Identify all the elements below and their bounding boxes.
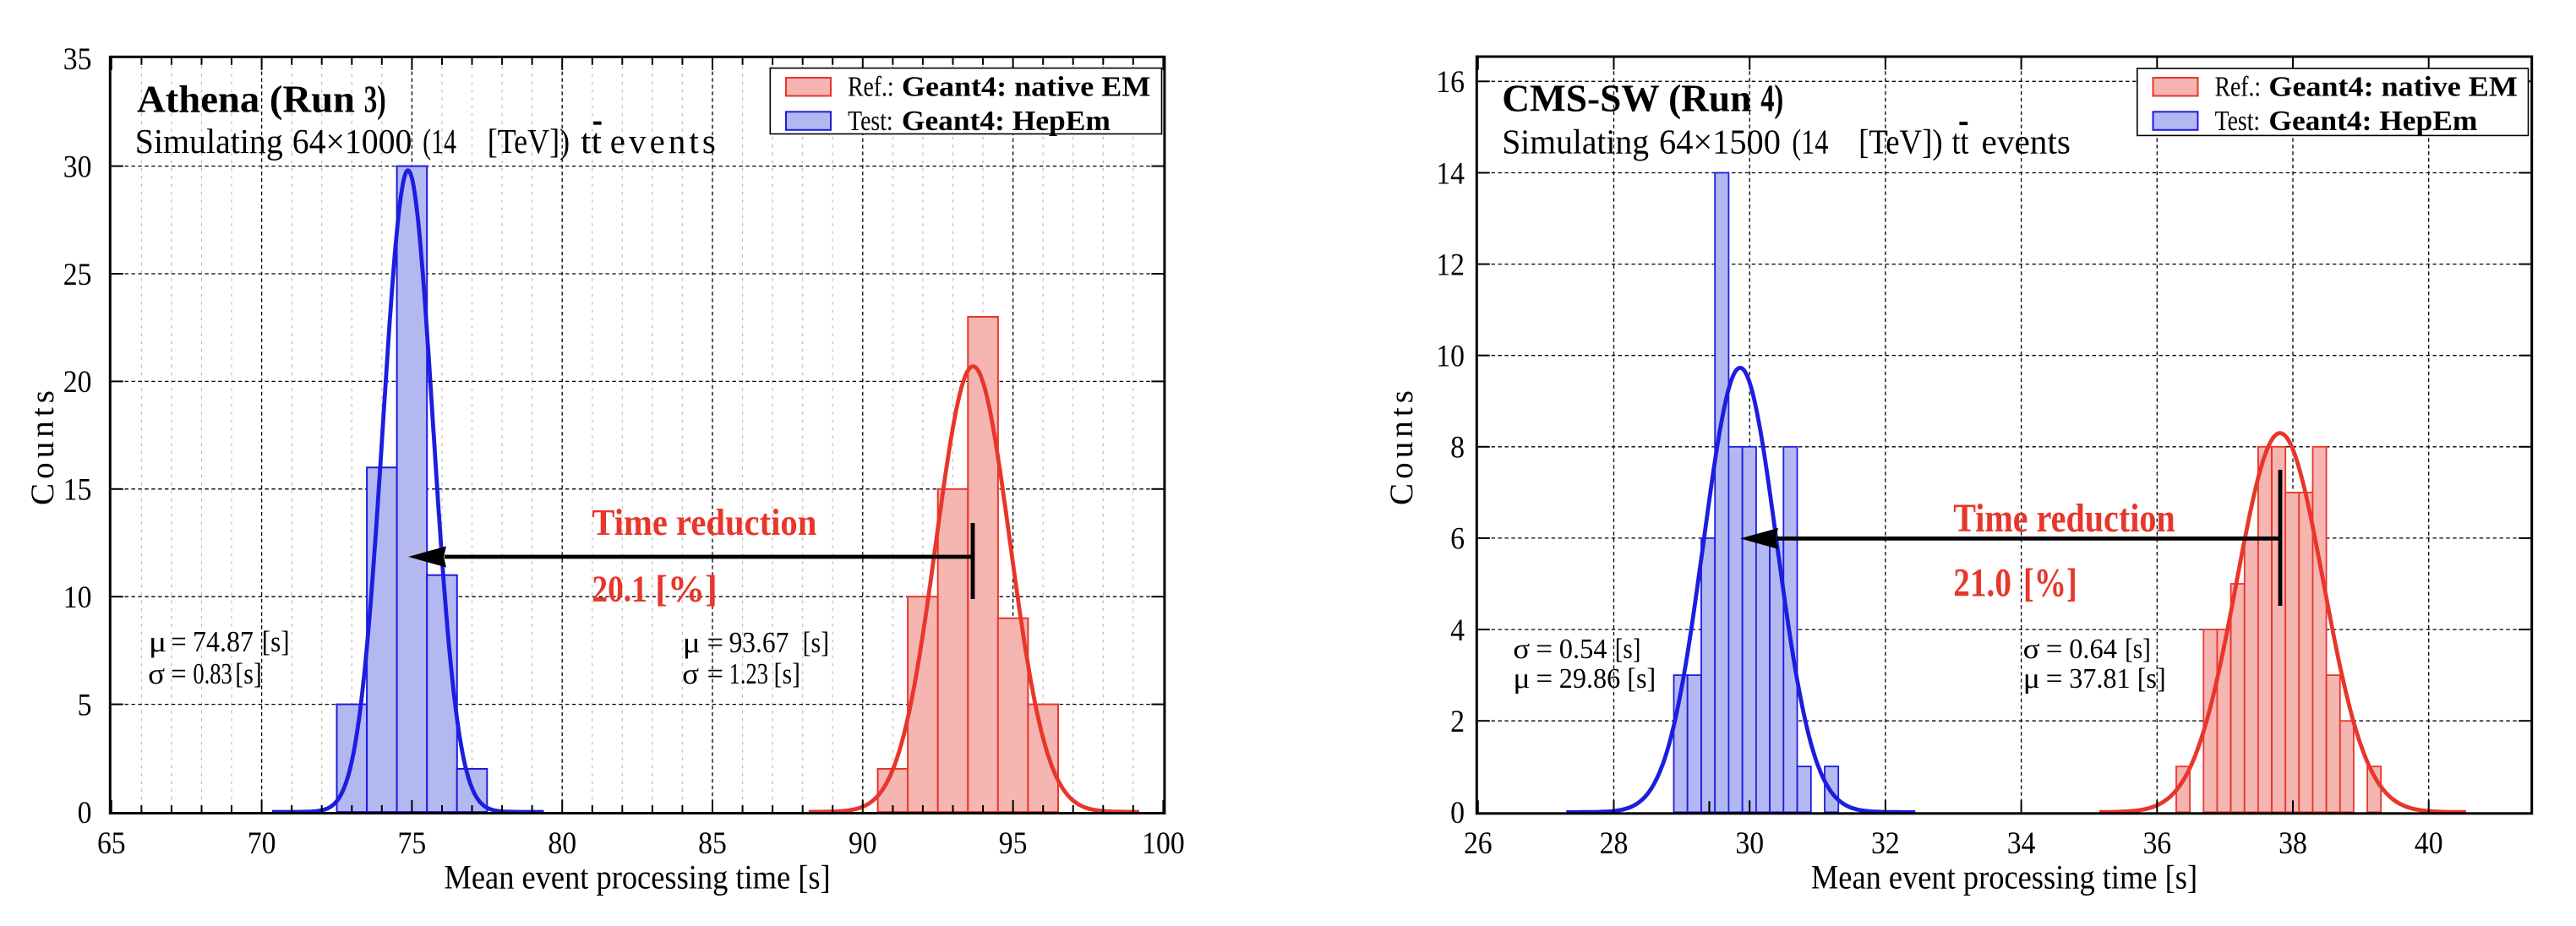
svg-text:Counts: Counts bbox=[25, 390, 61, 505]
svg-text:=: = bbox=[171, 625, 187, 658]
svg-text:μ: μ bbox=[149, 625, 166, 658]
svg-text:93.67: 93.67 bbox=[729, 626, 789, 659]
svg-text:Geant4: HepEm: Geant4: HepEm bbox=[902, 106, 1111, 137]
svg-text:65: 65 bbox=[97, 826, 126, 861]
svg-text:=: = bbox=[707, 626, 724, 659]
svg-text:[TeV]): [TeV]) bbox=[488, 122, 570, 161]
svg-text:Ref.:: Ref.: bbox=[2215, 72, 2262, 103]
svg-text:95: 95 bbox=[999, 826, 1028, 861]
svg-text:Counts: Counts bbox=[1384, 390, 1420, 505]
svg-text:70: 70 bbox=[248, 826, 276, 861]
svg-text:events: events bbox=[1982, 122, 2071, 161]
svg-text:[s]: [s] bbox=[1627, 663, 1656, 694]
svg-text:Time reduction: Time reduction bbox=[592, 502, 816, 543]
svg-text:64×1500: 64×1500 bbox=[1659, 122, 1781, 161]
svg-text:2: 2 bbox=[1450, 705, 1465, 739]
svg-text:16: 16 bbox=[1436, 65, 1465, 100]
svg-text:12: 12 bbox=[1436, 248, 1465, 282]
svg-text:=: = bbox=[171, 657, 187, 690]
svg-text:28: 28 bbox=[1600, 826, 1629, 861]
svg-text:6: 6 bbox=[1450, 522, 1465, 557]
svg-text:[s]: [s] bbox=[2137, 663, 2166, 694]
svg-text:34: 34 bbox=[2007, 826, 2036, 861]
svg-text:Geant4: native EM: Geant4: native EM bbox=[902, 72, 1151, 103]
svg-text:tt: tt bbox=[581, 122, 603, 161]
svg-text:Mean event processing time [s]: Mean event processing time [s] bbox=[444, 858, 830, 896]
svg-text:38: 38 bbox=[2279, 826, 2307, 861]
svg-text:10: 10 bbox=[63, 580, 92, 615]
svg-text:10: 10 bbox=[1436, 340, 1465, 374]
svg-text:1.23: 1.23 bbox=[729, 657, 768, 690]
svg-text:20.1: 20.1 bbox=[592, 569, 647, 610]
svg-text:Geant4: HepEm: Geant4: HepEm bbox=[2268, 106, 2477, 137]
svg-text:=: = bbox=[707, 657, 724, 690]
svg-text:[s]: [s] bbox=[2125, 634, 2151, 665]
svg-text:[%]: [%] bbox=[2023, 560, 2077, 605]
svg-text:Mean event processing time [s]: Mean event processing time [s] bbox=[1811, 858, 2197, 896]
svg-text:4): 4) bbox=[1760, 77, 1783, 119]
svg-text:Test:: Test: bbox=[848, 106, 893, 137]
svg-text:74.87: 74.87 bbox=[193, 625, 254, 658]
svg-text:σ: σ bbox=[682, 657, 699, 690]
svg-text:=: = bbox=[1536, 663, 1553, 694]
svg-text:100: 100 bbox=[1142, 826, 1185, 861]
svg-text:=: = bbox=[2046, 663, 2063, 694]
svg-text:[%]: [%] bbox=[655, 569, 718, 610]
svg-text:σ: σ bbox=[2023, 634, 2040, 665]
svg-text:(14: (14 bbox=[1792, 122, 1828, 161]
svg-text:25: 25 bbox=[63, 258, 92, 292]
svg-text:14: 14 bbox=[1436, 156, 1465, 191]
svg-text:μ: μ bbox=[2023, 663, 2041, 694]
svg-text:20: 20 bbox=[63, 365, 92, 400]
svg-text:μ: μ bbox=[1513, 663, 1531, 694]
svg-text:36: 36 bbox=[2142, 826, 2171, 861]
svg-text:0: 0 bbox=[78, 796, 92, 831]
svg-text:[s]: [s] bbox=[803, 626, 830, 659]
svg-text:30: 30 bbox=[63, 150, 92, 184]
svg-text:3): 3) bbox=[364, 79, 386, 121]
svg-text:15: 15 bbox=[63, 473, 92, 508]
svg-text:8: 8 bbox=[1450, 431, 1465, 466]
svg-text:0.83: 0.83 bbox=[193, 657, 232, 690]
svg-text:85: 85 bbox=[698, 826, 727, 861]
svg-text:30: 30 bbox=[1735, 826, 1764, 861]
svg-text:29.86: 29.86 bbox=[1559, 663, 1620, 694]
svg-text:σ: σ bbox=[1513, 634, 1530, 665]
svg-text:Test:: Test: bbox=[2215, 106, 2261, 137]
svg-text:[TeV]): [TeV]) bbox=[1858, 122, 1943, 161]
svg-text:(14: (14 bbox=[423, 122, 456, 161]
svg-text:tt: tt bbox=[1952, 122, 1970, 161]
svg-text:Time reduction: Time reduction bbox=[1953, 496, 2175, 541]
svg-text:26: 26 bbox=[1464, 826, 1493, 861]
svg-text:0.54: 0.54 bbox=[1559, 634, 1607, 665]
svg-text:=: = bbox=[2046, 634, 2063, 665]
svg-text:Geant4: native EM: Geant4: native EM bbox=[2268, 72, 2518, 103]
svg-text:CMS-SW (Run: CMS-SW (Run bbox=[1502, 77, 1751, 119]
svg-text:40: 40 bbox=[2415, 826, 2443, 861]
svg-text:0: 0 bbox=[1450, 796, 1465, 831]
svg-text:=: = bbox=[1536, 634, 1553, 665]
svg-text:[s]: [s] bbox=[1615, 634, 1641, 665]
svg-text:0.64: 0.64 bbox=[2069, 634, 2117, 665]
svg-text:37.81: 37.81 bbox=[2069, 663, 2130, 694]
svg-text:[s]: [s] bbox=[262, 625, 290, 658]
svg-text:21.0: 21.0 bbox=[1953, 560, 2011, 605]
svg-text:[s]: [s] bbox=[235, 657, 262, 690]
svg-text:5: 5 bbox=[78, 688, 92, 722]
svg-text:Simulating: Simulating bbox=[1502, 122, 1649, 161]
svg-text:35: 35 bbox=[63, 42, 92, 77]
svg-text:64×1000: 64×1000 bbox=[292, 122, 412, 161]
svg-text:80: 80 bbox=[548, 826, 576, 861]
svg-text:4: 4 bbox=[1450, 613, 1465, 648]
svg-text:32: 32 bbox=[1871, 826, 1900, 861]
svg-text:Athena (Run: Athena (Run bbox=[137, 79, 355, 121]
svg-text:90: 90 bbox=[849, 826, 877, 861]
svg-text:Simulating: Simulating bbox=[135, 122, 283, 161]
svg-text:75: 75 bbox=[398, 826, 427, 861]
svg-text:[s]: [s] bbox=[774, 657, 801, 690]
svg-text:Ref.:: Ref.: bbox=[848, 72, 894, 103]
svg-text:σ: σ bbox=[148, 657, 165, 690]
svg-text:μ: μ bbox=[683, 626, 701, 659]
